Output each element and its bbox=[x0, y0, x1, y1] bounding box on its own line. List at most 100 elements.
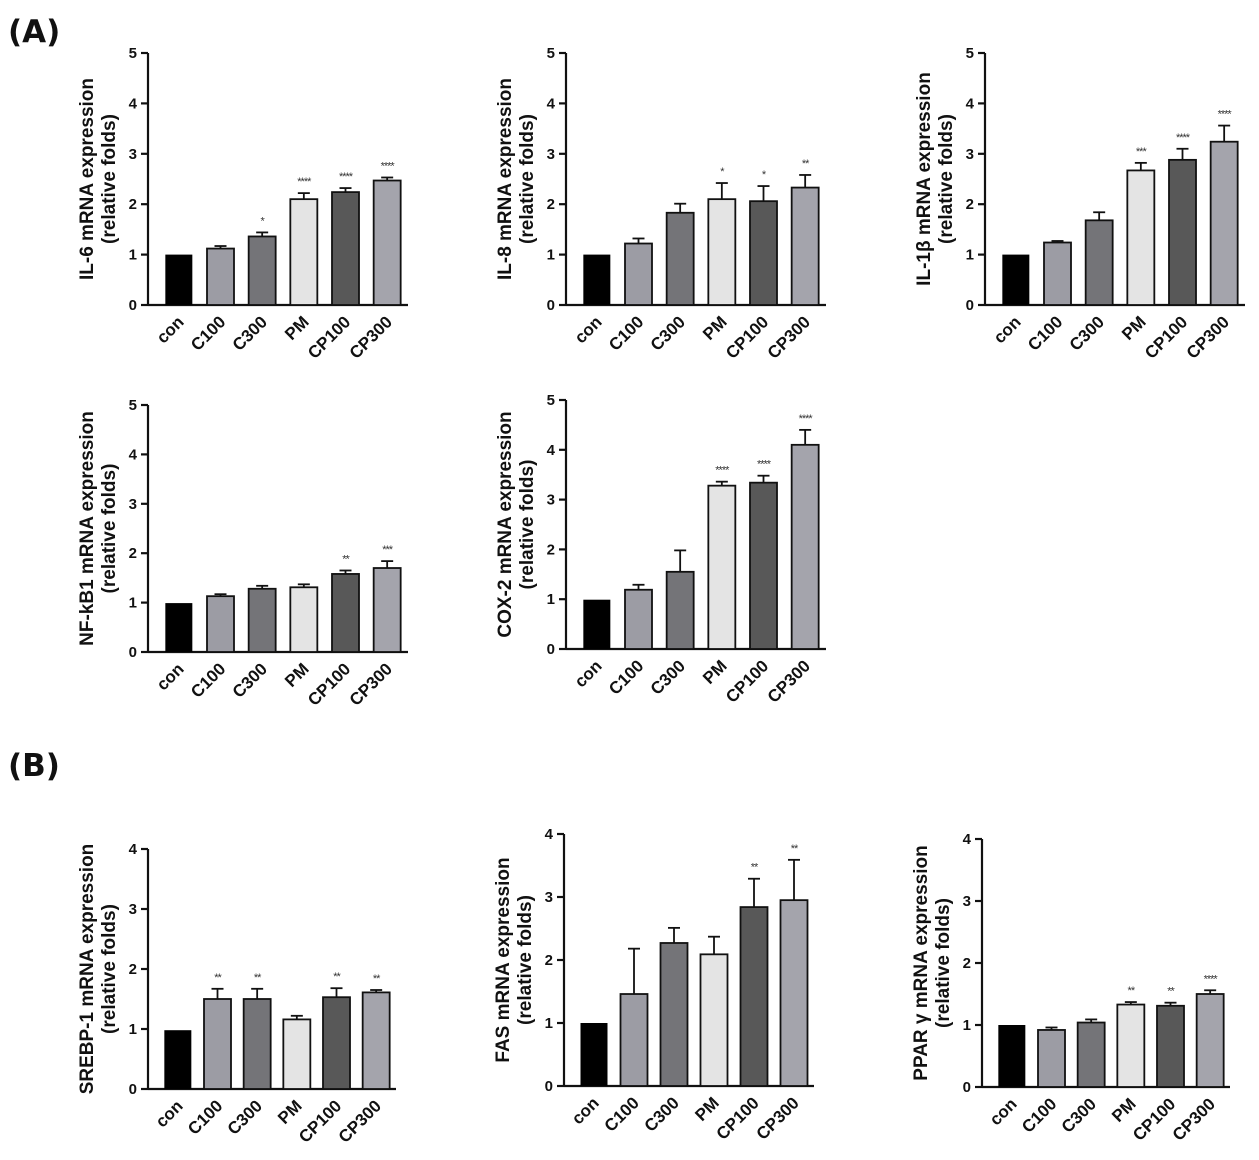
bar-C100 bbox=[619, 993, 649, 1087]
y-tick-label: 3 bbox=[963, 893, 971, 910]
x-tick-label: CP100 bbox=[1141, 312, 1191, 362]
bar-CP100 bbox=[749, 481, 778, 650]
significance-label: **** bbox=[799, 413, 814, 425]
x-tick-label: CP300 bbox=[1183, 312, 1233, 362]
bar-con bbox=[164, 1030, 192, 1089]
y-axis-subtitle: (relative folds) bbox=[517, 460, 538, 590]
bar-C100 bbox=[1043, 241, 1072, 306]
significance-label: **** bbox=[757, 459, 772, 471]
x-tick-label: C100 bbox=[601, 1093, 643, 1135]
y-tick-label: 3 bbox=[129, 146, 137, 163]
significance-label: ** bbox=[373, 973, 381, 985]
x-tick-label: CP100 bbox=[304, 312, 354, 362]
chart-6: 0 1 2 3 4 SREBP-1 mRNA expression (relative fo… bbox=[77, 841, 396, 1147]
x-tick-label: C300 bbox=[641, 1093, 683, 1135]
y-tick-label: 0 bbox=[129, 297, 137, 314]
bar-PM bbox=[289, 198, 319, 306]
y-tick-label: 0 bbox=[966, 297, 974, 314]
x-tick-label: PM bbox=[281, 312, 312, 343]
y-axis-subtitle: (relative folds) bbox=[936, 114, 957, 244]
x-tick-label: C300 bbox=[1058, 1094, 1100, 1136]
bar-C100 bbox=[206, 595, 235, 653]
x-tick-label: C100 bbox=[1024, 312, 1066, 354]
bar-CP100 bbox=[749, 200, 778, 306]
y-axis-title: SREBP-1 mRNA expression bbox=[77, 844, 98, 1095]
x-tick-label: con bbox=[571, 656, 606, 691]
bar-con bbox=[165, 603, 193, 652]
y-tick-label: 0 bbox=[545, 1078, 553, 1095]
bar-C300 bbox=[1076, 1021, 1106, 1088]
y-tick-label: 0 bbox=[963, 1079, 971, 1096]
bar-CP300 bbox=[1209, 140, 1239, 306]
significance-label: **** bbox=[1218, 109, 1233, 121]
x-tick-label: C300 bbox=[647, 312, 689, 354]
x-tick-label: C100 bbox=[187, 659, 229, 701]
bar-PM bbox=[1126, 169, 1156, 306]
bar-C300 bbox=[242, 998, 272, 1090]
x-tick-label: PM bbox=[1108, 1094, 1139, 1125]
bar-PM bbox=[699, 953, 729, 1087]
chart-7: 0 1 2 3 4 FAS mRNA expression (relative folds)… bbox=[493, 826, 814, 1144]
x-tick-label: C100 bbox=[184, 1096, 226, 1138]
bar-PM bbox=[289, 586, 319, 653]
y-tick-label: 3 bbox=[129, 901, 137, 918]
significance-label: *** bbox=[382, 544, 394, 556]
y-tick-label: 4 bbox=[547, 442, 556, 459]
x-tick-label: CP300 bbox=[753, 1093, 803, 1143]
y-tick-label: 4 bbox=[545, 826, 554, 843]
significance-label: **** bbox=[1204, 973, 1219, 985]
y-axis-title: COX-2 mRNA expression bbox=[495, 411, 516, 637]
x-tick-label: con bbox=[568, 1093, 603, 1128]
chart-8: 0 1 2 3 4 PPAR γ mRNA expression (relative fol… bbox=[911, 831, 1230, 1145]
y-axis-subtitle: (relative folds) bbox=[515, 895, 536, 1025]
significance-label: **** bbox=[339, 171, 354, 183]
y-tick-label: 1 bbox=[547, 247, 555, 264]
y-axis-subtitle: (relative folds) bbox=[517, 114, 538, 244]
bar-PM bbox=[282, 1018, 312, 1090]
chart-3: 0 1 2 3 4 5 IL-1β mRNA expression (relative fol… bbox=[914, 45, 1245, 363]
significance-label: * bbox=[720, 166, 725, 178]
x-tick-label: CP300 bbox=[346, 659, 396, 709]
x-tick-label: C300 bbox=[647, 656, 689, 698]
bar-con bbox=[583, 599, 611, 649]
x-tick-label: C100 bbox=[605, 312, 647, 354]
y-tick-label: 4 bbox=[129, 446, 138, 463]
significance-label: **** bbox=[1176, 132, 1191, 144]
x-tick-label: CP300 bbox=[1169, 1094, 1219, 1144]
y-tick-label: 5 bbox=[129, 397, 137, 414]
x-tick-label: C100 bbox=[187, 312, 229, 354]
bar-CP100 bbox=[331, 191, 360, 306]
bar-CP300 bbox=[790, 443, 820, 650]
bar-C300 bbox=[659, 942, 689, 1087]
panel-label-b: (B) bbox=[8, 748, 60, 784]
bar-CP100 bbox=[739, 906, 769, 1087]
y-tick-label: 1 bbox=[547, 591, 555, 608]
bar-C300 bbox=[247, 587, 277, 653]
y-tick-label: 1 bbox=[963, 1017, 971, 1034]
significance-label: ** bbox=[1128, 985, 1136, 997]
bar-C300 bbox=[247, 235, 277, 306]
significance-label: ** bbox=[214, 972, 222, 984]
bar-PM bbox=[707, 484, 737, 650]
x-tick-label: CP100 bbox=[713, 1093, 763, 1143]
significance-label: * bbox=[261, 215, 266, 227]
y-tick-label: 5 bbox=[547, 45, 555, 62]
y-tick-label: 4 bbox=[129, 841, 138, 858]
x-tick-label: CP100 bbox=[722, 656, 772, 706]
x-tick-label: CP100 bbox=[1129, 1094, 1179, 1144]
y-tick-label: 0 bbox=[547, 641, 555, 658]
x-tick-label: CP100 bbox=[304, 659, 354, 709]
significance-label: ** bbox=[254, 972, 262, 984]
y-tick-label: 5 bbox=[129, 45, 137, 62]
y-tick-label: 2 bbox=[966, 196, 974, 213]
y-tick-label: 5 bbox=[547, 392, 555, 409]
y-tick-label: 0 bbox=[547, 297, 555, 314]
bar-C100 bbox=[206, 247, 235, 306]
y-tick-label: 0 bbox=[129, 644, 137, 661]
y-tick-label: 2 bbox=[129, 961, 137, 978]
significance-label: ** bbox=[751, 862, 759, 874]
bar-con bbox=[1002, 254, 1030, 305]
bar-CP300 bbox=[779, 899, 809, 1087]
x-tick-label: con bbox=[152, 1096, 187, 1131]
bar-con bbox=[580, 1023, 608, 1086]
